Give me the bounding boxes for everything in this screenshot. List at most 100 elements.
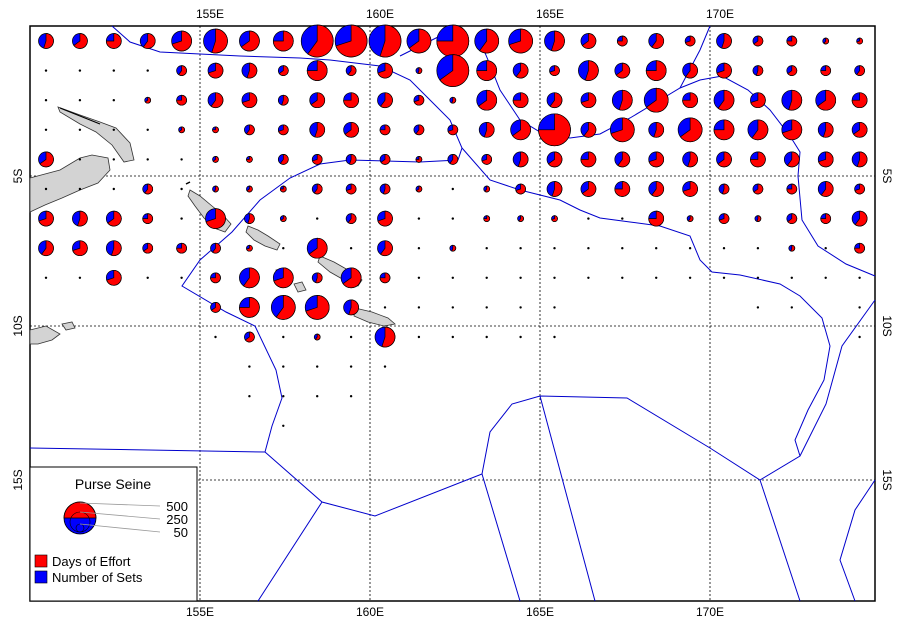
- effort-pie-days-slice: [823, 37, 830, 45]
- effort-pie-days-slice: [755, 65, 764, 76]
- effort-pie-days-slice: [347, 65, 357, 76]
- effort-dot: [349, 395, 353, 398]
- x-tick-labels-bottom: 155E 160E 165E 170E: [186, 605, 724, 619]
- effort-dot: [316, 365, 319, 368]
- effort-pie-days-slice: [278, 124, 289, 136]
- effort-pie-days-slice: [348, 299, 359, 316]
- effort-pie-days-slice: [584, 60, 599, 81]
- effort-dot: [553, 247, 556, 250]
- effort-dot: [621, 276, 624, 279]
- effort-dot: [44, 276, 48, 279]
- effort-pie-days-slice: [408, 28, 432, 54]
- effort-pie-days-slice: [171, 30, 192, 52]
- effort-pie-days-slice: [39, 151, 54, 168]
- effort-dot: [756, 306, 760, 309]
- png-tip-left: [29, 325, 61, 345]
- legend: Purse Seine 500 250 50 Days of Effort Nu…: [29, 466, 198, 602]
- effort-dot: [383, 365, 387, 368]
- effort-pie-days-slice: [239, 297, 260, 318]
- effort-dot: [282, 335, 285, 339]
- effort-pie-days-slice: [614, 181, 631, 197]
- effort-pie-days-slice: [479, 28, 500, 54]
- effort-pie-days-slice: [106, 269, 122, 286]
- effort-pie-days-slice: [653, 121, 664, 138]
- legend-size-50: 50: [174, 525, 188, 540]
- effort-pie-days-slice: [478, 89, 498, 111]
- effort-dot: [146, 128, 149, 131]
- effort-pie-days-slice: [314, 333, 321, 341]
- effort-pie-days-slice: [210, 272, 221, 284]
- effort-pie-days-slice: [853, 121, 868, 138]
- effort-dot: [417, 306, 421, 309]
- effort-dot: [485, 276, 488, 279]
- effort-dot: [756, 247, 760, 250]
- malaita-small: [293, 281, 307, 293]
- effort-dot: [688, 247, 692, 250]
- y-tick-5s-left: 5S: [11, 169, 25, 184]
- effort-pie-days-slice: [854, 183, 865, 195]
- effort-pie-days-slice: [307, 24, 334, 58]
- effort-pie-days-slice: [345, 183, 357, 195]
- eez-line-7: [839, 479, 876, 602]
- effort-dot: [621, 247, 624, 250]
- effort-dot: [248, 395, 251, 398]
- effort-pie-days-slice: [718, 213, 730, 224]
- effort-pie-days-slice: [610, 117, 635, 143]
- effort-pie-days-slice: [856, 151, 868, 168]
- legend-label-sets: Number of Sets: [52, 570, 143, 585]
- effort-pie-days-slice: [380, 92, 393, 109]
- effort-pie-days-slice: [717, 151, 732, 168]
- effort-pie-days-slice: [415, 185, 423, 193]
- effort-pie-days-slice: [38, 210, 54, 227]
- effort-pie-days-slice: [615, 62, 631, 79]
- effort-pie-days-slice: [279, 154, 289, 165]
- y-tick-10s-left: 10S: [11, 315, 25, 336]
- effort-pie-days-slice: [646, 87, 669, 113]
- effort-dot: [44, 128, 48, 131]
- effort-dot: [78, 276, 82, 279]
- effort-pie-days-slice: [272, 30, 294, 52]
- effort-dot: [248, 365, 251, 368]
- legend-title: Purse Seine: [75, 476, 151, 492]
- effort-pie-days-slice: [538, 113, 571, 147]
- eez-line-3: [257, 501, 323, 602]
- effort-pie-days-slice: [786, 35, 798, 47]
- effort-pie-days-slice: [73, 33, 88, 49]
- effort-dot: [824, 247, 827, 250]
- effort-pies: [38, 24, 868, 427]
- effort-pie-days-slice: [786, 151, 800, 168]
- effort-pie-days-slice: [447, 124, 459, 136]
- effort-dot: [180, 187, 183, 191]
- effort-pie-days-slice: [381, 326, 396, 348]
- effort-pie-days-slice: [244, 331, 255, 343]
- effort-pie-days-slice: [380, 154, 391, 165]
- effort-dot: [417, 335, 421, 339]
- effort-pie-days-slice: [786, 183, 798, 195]
- effort-pie-days-slice: [713, 119, 735, 141]
- effort-dot: [451, 335, 454, 339]
- legend-leader-50: [79, 523, 161, 533]
- effort-pie-days-slice: [581, 181, 597, 197]
- effort-dot: [78, 187, 82, 191]
- effort-dot: [553, 335, 556, 339]
- y-tick-10s-right: 10S: [880, 315, 894, 336]
- effort-pie-days-slice: [176, 242, 187, 254]
- eez-line-9: [519, 75, 876, 277]
- effort-pie-days-slice: [305, 295, 330, 320]
- effort-pie-days-slice: [580, 92, 597, 109]
- effort-pie-days-slice: [648, 151, 665, 168]
- effort-pie-days-slice: [315, 272, 323, 284]
- effort-pie-days-slice: [211, 28, 228, 54]
- effort-dot: [146, 276, 149, 279]
- effort-dot: [349, 247, 353, 250]
- effort-dot: [349, 335, 353, 339]
- legend-swatch-sets: [34, 570, 48, 584]
- effort-pie-days-slice: [273, 267, 294, 289]
- effort-dot: [858, 276, 861, 279]
- effort-dot: [587, 247, 590, 250]
- effort-pie-days-slice: [508, 28, 533, 54]
- islet-dash: [185, 181, 191, 185]
- effort-dot: [146, 69, 149, 72]
- x-tick-155e-bottom: 155E: [186, 605, 214, 619]
- y-tick-labels-right: 5S 10S 15S: [880, 169, 894, 491]
